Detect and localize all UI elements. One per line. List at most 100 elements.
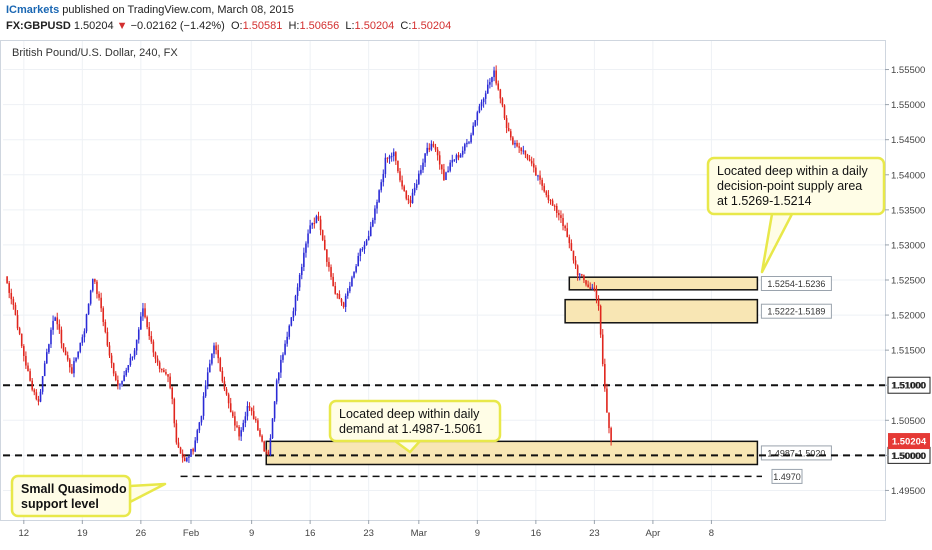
- candle-body: [296, 287, 299, 296]
- candle-body: [604, 364, 606, 389]
- candle-body: [108, 345, 111, 356]
- candle-body: [294, 295, 297, 312]
- candle-body: [415, 183, 418, 188]
- candle-body: [56, 317, 59, 325]
- publisher-line: ICmarkets published on TradingView.com, …: [6, 4, 294, 16]
- candle-body: [236, 425, 238, 427]
- price-tick-label: 1.55500: [891, 65, 925, 76]
- candle-body: [388, 156, 391, 159]
- publisher-brand[interactable]: ICmarkets: [6, 4, 60, 16]
- zone-label: 1.5254-1.5236: [767, 279, 825, 289]
- time-tick-label: 9: [475, 528, 480, 539]
- candle-body: [315, 216, 318, 224]
- candle-body: [562, 217, 564, 227]
- candle-body: [277, 372, 280, 381]
- candle-body: [390, 156, 393, 158]
- candle-body: [539, 175, 541, 180]
- price-tick-label: 1.54500: [891, 135, 925, 146]
- candle-body: [259, 430, 261, 436]
- candle-body: [464, 144, 466, 151]
- candle-body: [568, 237, 571, 244]
- candle-body: [60, 329, 63, 344]
- price-tick-label: 1.55000: [891, 100, 925, 111]
- annotation-box[interactable]: [328, 399, 502, 443]
- candle-body: [89, 290, 92, 304]
- chart-title: British Pound/U.S. Dollar, 240, FX: [12, 47, 178, 59]
- candle-body: [591, 287, 594, 289]
- candle-body: [484, 93, 487, 99]
- annotation-text: Located deep within a daily: [717, 164, 869, 178]
- time-tick-label: 23: [363, 528, 374, 539]
- annotation-box[interactable]: [706, 156, 886, 216]
- candle-body: [520, 147, 523, 152]
- candle-body: [489, 82, 491, 85]
- candles-layer: [6, 65, 612, 463]
- candle-body: [27, 365, 29, 372]
- time-axis[interactable]: 12 19 26 Feb 9 16 23 Mar 9 16 23 Apr 8: [19, 520, 715, 539]
- price-chart[interactable]: 1.5254-1.52361.5222-1.51891.4987-1.5020 …: [0, 40, 932, 550]
- annotation-text: support level: [21, 497, 99, 511]
- candle-body: [587, 284, 589, 288]
- candle-body: [165, 372, 167, 375]
- candle-body: [213, 345, 215, 354]
- candle-body: [23, 346, 25, 356]
- candle-body: [275, 380, 278, 402]
- time-tick-label: Apr: [646, 528, 661, 539]
- candle-body: [96, 281, 98, 294]
- candle-body: [468, 142, 470, 144]
- price-tick-label: 1.54000: [891, 170, 925, 181]
- candle-body: [382, 173, 385, 183]
- candle-body: [181, 453, 184, 458]
- candle-body: [528, 158, 531, 161]
- price-axis[interactable]: 1.55500 1.55000 1.54500 1.54000 1.53500 1.530…: [885, 65, 930, 497]
- candle-body: [395, 152, 397, 161]
- zone-label-box: [760, 276, 832, 291]
- candle-body: [307, 233, 309, 244]
- candle-body: [303, 252, 305, 267]
- candle-body: [407, 198, 410, 201]
- candle-body: [551, 200, 554, 206]
- candle-body: [570, 243, 573, 251]
- price-tick-label: 1.50500: [891, 416, 925, 427]
- candle-body: [94, 279, 96, 282]
- annotation-box[interactable]: [10, 474, 132, 518]
- candle-body: [146, 317, 148, 328]
- candle-body: [198, 422, 201, 431]
- zone-box: [564, 298, 759, 324]
- candle-body: [323, 239, 326, 250]
- time-tick-label: 16: [305, 528, 316, 539]
- annotation-text: Located deep within daily: [339, 407, 480, 421]
- candle-body: [346, 291, 349, 296]
- candle-body: [432, 143, 435, 147]
- price-tick-label: 1.49500: [891, 486, 925, 497]
- candle-body: [386, 157, 389, 159]
- candle-body: [173, 398, 176, 424]
- candle-body: [601, 334, 604, 365]
- candle-body: [497, 83, 500, 90]
- candle-body: [319, 219, 322, 231]
- candle-body: [589, 287, 591, 289]
- candle-body: [25, 355, 27, 366]
- candle-body: [286, 336, 288, 344]
- candle-body: [140, 316, 142, 330]
- candle-body: [85, 314, 88, 332]
- candle-body: [255, 419, 257, 421]
- candle-body: [422, 162, 424, 170]
- candle-body: [100, 297, 102, 309]
- candle-body: [344, 295, 347, 307]
- candle-body: [369, 226, 372, 237]
- candle-body: [384, 157, 387, 174]
- candle-body: [455, 155, 458, 160]
- candle-body: [311, 223, 314, 226]
- candle-body: [495, 70, 497, 84]
- time-tick-label: Mar: [411, 528, 427, 539]
- candle-body: [476, 112, 479, 121]
- candle-body: [405, 190, 408, 199]
- candle-body: [365, 240, 368, 245]
- candle-body: [474, 120, 477, 126]
- candle-body: [271, 418, 274, 439]
- symbol-label: FX:GBPUSD: [6, 20, 71, 32]
- high-label: H:: [288, 20, 300, 32]
- candle-body: [434, 146, 437, 150]
- candle-body: [217, 350, 219, 359]
